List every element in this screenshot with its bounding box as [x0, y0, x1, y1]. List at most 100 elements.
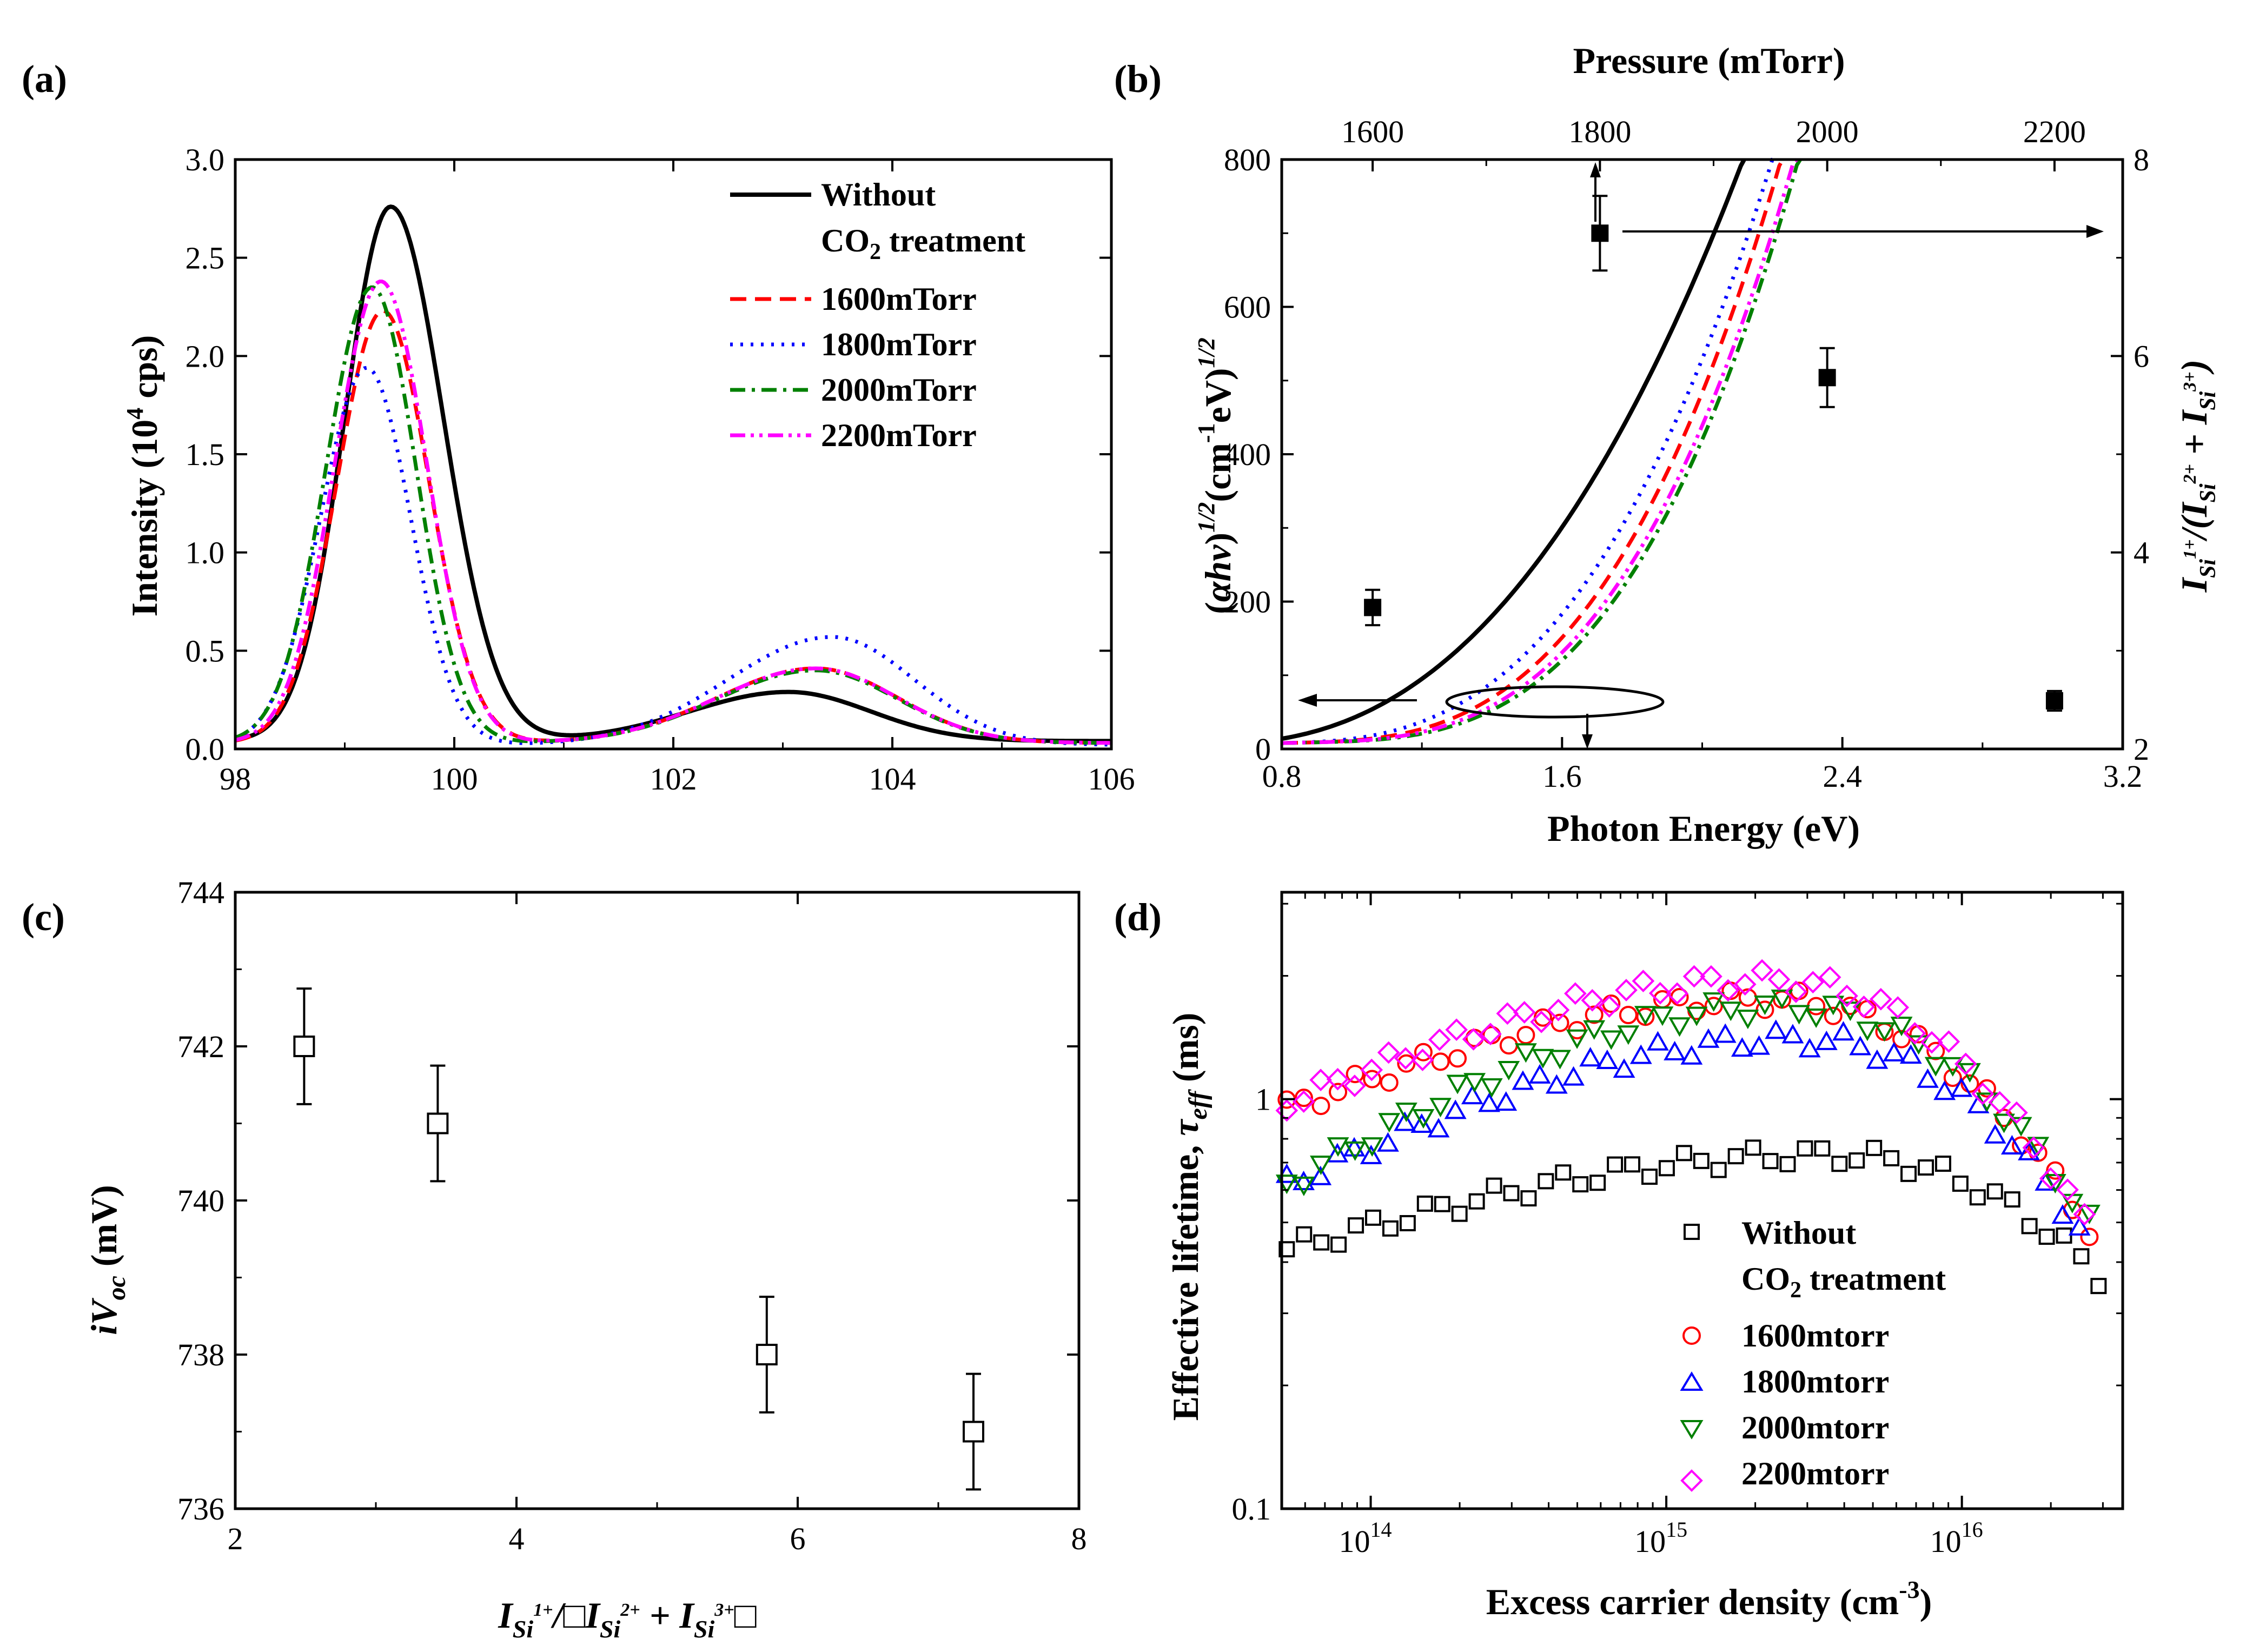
panel-d-point-s3-20	[1613, 1058, 1635, 1078]
panel-a-ytick-label-2: 1.0	[185, 535, 225, 570]
panel-d-point-s2-2	[1311, 1097, 1330, 1116]
panel-d-point-s3-18	[1579, 1047, 1602, 1067]
panel-b-xtick-label-2: 2.4	[1823, 759, 1862, 794]
panel-d-point-s2-25	[1704, 997, 1723, 1016]
panel-b-ytick-left-label-3: 600	[1224, 290, 1271, 325]
panel-d-point-s3-42	[1984, 1124, 2006, 1144]
panel-c-xlabel: ISi1+/□ISi2+ + ISi3+□	[498, 1595, 756, 1643]
panel-d-point-s4-29	[1771, 990, 1793, 1010]
panel-d-point-s1-5	[1364, 1209, 1381, 1226]
panel-d-point-s1-16	[1555, 1164, 1572, 1181]
panel-b-yr-sub2: Si	[2196, 483, 2221, 502]
panel-d-point-s1-24	[1693, 1152, 1710, 1169]
panel-d-point-s4-25	[1702, 992, 1725, 1012]
panel-d-point-s4-19	[1600, 1030, 1622, 1050]
panel-b-ytick-left-label-0: 0	[1255, 732, 1271, 767]
panel-b-arrow-up	[1590, 162, 1601, 222]
panel-d-point-s4-17	[1566, 1029, 1588, 1049]
panel-d-frame	[1280, 891, 2124, 1510]
panel-c-point-3	[963, 1421, 984, 1443]
panel-c-xl-mid: /□I	[550, 1595, 601, 1636]
panel-d-point-s3-36	[1883, 1041, 1905, 1061]
panel-b-yl-exp3: 1/2	[1193, 337, 1220, 368]
panel-d-point-s5-40	[1954, 1052, 1977, 1076]
panel-a-xtick-label-1: 100	[431, 761, 478, 797]
panel-d-point-s3-31	[1798, 1038, 1821, 1058]
legend-a-label-1600: 1600mTorr	[821, 281, 977, 317]
panel-b-tauc-line-3	[1281, 157, 1776, 745]
panel-d-point-s5-1	[1292, 1090, 1315, 1113]
panel-d-point-s5-41	[1971, 1082, 1994, 1105]
panel-c-xl-sup1: 1+	[533, 1600, 553, 1620]
panel-b-label: (b)	[1114, 57, 1162, 101]
panel-c-yl-sub: oc	[102, 1276, 131, 1300]
panel-d-point-s4-32	[1822, 996, 1845, 1016]
panel-b-ratio-point-3	[2045, 692, 2063, 709]
panel-d-point-s1-25	[1710, 1162, 1727, 1178]
panel-c-ytick-label-4: 744	[177, 875, 224, 910]
panel-c-point-0	[293, 1036, 315, 1057]
panel-b-ytick-right-label-2: 6	[2134, 339, 2149, 374]
panel-d-point-s3-9	[1427, 1118, 1450, 1138]
panel-d-point-s1-47	[2090, 1278, 2107, 1295]
panel-b-tauc-line-5	[1281, 158, 1798, 745]
panel-d-point-s3-32	[1815, 1030, 1838, 1050]
panel-d-point-s5-23	[1666, 982, 1689, 1005]
panel-d-point-s3-37	[1899, 1044, 1922, 1064]
panel-d-point-s5-6	[1377, 1041, 1400, 1064]
panel-b-yr-sup3: 3+	[2180, 371, 2200, 392]
panel-d-point-s1-17	[1572, 1176, 1589, 1193]
panel-d-point-s4-3	[1327, 1137, 1349, 1157]
panel-d-point-s2-18	[1585, 1005, 1604, 1024]
panel-d-point-s3-17	[1562, 1066, 1585, 1086]
panel-d-point-s5-13	[1496, 1002, 1519, 1025]
panel-b-yl-alpha: α	[1197, 581, 1238, 602]
panel-d-point-s4-12	[1480, 1078, 1503, 1098]
panel-d-point-s2-10	[1448, 1049, 1467, 1068]
panel-d-point-s2-5	[1363, 1070, 1382, 1089]
panel-d-point-s1-10	[1451, 1205, 1468, 1222]
panel-d-point-s1-19	[1607, 1156, 1624, 1173]
panel-d-ytick-label-0: 0.1	[1232, 1491, 1271, 1527]
legend-d-label-co2: CO2 treatment	[1741, 1261, 1946, 1303]
panel-d-point-s4-18	[1583, 1020, 1606, 1040]
panel-d-point-s4-38	[1924, 1057, 1947, 1077]
panel-d-point-s3-40	[1950, 1077, 1973, 1097]
panel-d-point-s1-20	[1624, 1156, 1641, 1173]
panel-d-point-s4-9	[1429, 1098, 1452, 1118]
panel-a: (a) Intensity (104 cps) 98 100 102 104 106 0.…	[22, 57, 1135, 797]
panel-d-point-s1-33	[1849, 1152, 1865, 1169]
panel-d-point-s5-36	[1886, 996, 1910, 1019]
panel-c-ytick-label-3: 742	[177, 1029, 224, 1064]
panel-d-point-s1-34	[1866, 1139, 1883, 1156]
panel-d-point-s3-46	[2051, 1204, 2074, 1224]
panel-d-point-s1-22	[1658, 1160, 1675, 1177]
panel-d-point-s4-20	[1617, 1025, 1640, 1045]
panel-d-point-s2-1	[1294, 1089, 1313, 1107]
panel-d-point-s5-5	[1360, 1058, 1383, 1082]
legend-d-label-2200: 2200mtorr	[1741, 1456, 1889, 1491]
panel-d-point-s1-21	[1641, 1169, 1658, 1185]
panel-d-point-s1-12	[1486, 1177, 1502, 1194]
panel-d-point-s3-14	[1512, 1070, 1534, 1090]
panel-a-ytick-label-5: 2.5	[185, 241, 225, 276]
panel-d-ticks: 1014 1015 1016 0.1 1	[1232, 892, 2123, 1559]
panel-a-xtick-label-2: 102	[650, 761, 697, 797]
panel-c-ytick-label-1: 738	[177, 1337, 224, 1372]
panel-d-point-s2-16	[1551, 1013, 1569, 1032]
panel-d-point-s1-46	[2073, 1248, 2090, 1265]
panel-b-yl-close: )	[1197, 533, 1238, 545]
legend-d-label-without: Without	[1741, 1215, 1856, 1251]
panel-d-point-s2-40	[1960, 1074, 1979, 1093]
panel-b-tauc-line-1	[1281, 158, 1746, 741]
panel-d-point-s5-21	[1632, 970, 1655, 992]
panel-d-xlabel: Excess carrier density (cm-3)	[1486, 1576, 1932, 1622]
panel-d-point-s1-37	[1917, 1159, 1934, 1176]
panel-d-point-s2-8	[1414, 1043, 1433, 1061]
panel-d-point-s4-42	[1993, 1113, 2015, 1133]
panel-d-point-s5-35	[1869, 987, 1892, 1011]
panel-d-point-s4-14	[1514, 1043, 1537, 1063]
panel-d-point-s1-30	[1797, 1140, 1813, 1157]
